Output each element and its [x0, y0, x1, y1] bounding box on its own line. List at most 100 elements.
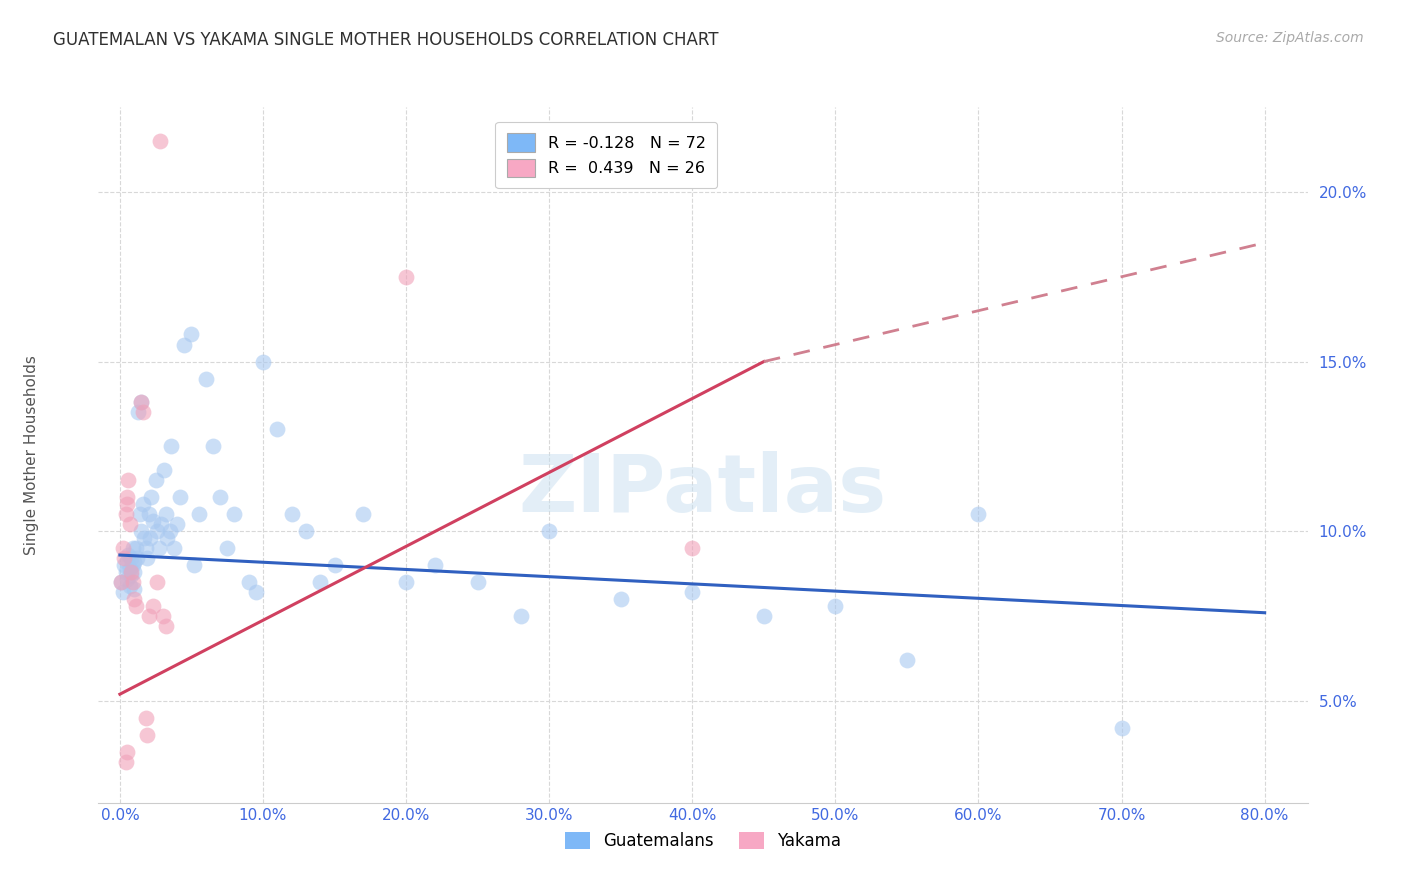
Point: [120, 568, 142, 582]
Point: [131, 395, 153, 409]
Point: [125, 551, 148, 566]
Point: [122, 565, 145, 579]
Point: [117, 548, 139, 562]
Point: [117, 474, 139, 488]
Point: [114, 565, 136, 579]
Point: [395, 269, 418, 284]
Point: [155, 619, 177, 633]
Point: [114, 508, 136, 522]
Point: [115, 491, 138, 505]
Point: [122, 592, 145, 607]
Point: [352, 508, 374, 522]
Point: [112, 558, 135, 573]
Point: [124, 599, 146, 613]
Point: [136, 551, 159, 566]
Point: [1111, 721, 1133, 735]
Point: [124, 541, 146, 556]
Point: [148, 541, 170, 556]
Point: [467, 575, 489, 590]
Point: [245, 585, 267, 599]
Point: [136, 728, 159, 742]
Point: [395, 575, 418, 590]
Text: ZIPatlas: ZIPatlas: [519, 450, 887, 529]
Point: [423, 558, 446, 573]
Point: [166, 517, 188, 532]
Text: GUATEMALAN VS YAKAMA SINGLE MOTHER HOUSEHOLDS CORRELATION CHART: GUATEMALAN VS YAKAMA SINGLE MOTHER HOUSE…: [53, 31, 718, 49]
Point: [224, 508, 246, 522]
Point: [145, 474, 167, 488]
Point: [120, 565, 142, 579]
Point: [131, 395, 153, 409]
Point: [209, 491, 232, 505]
Point: [138, 508, 160, 522]
Point: [160, 439, 183, 453]
Point: [112, 551, 135, 566]
Point: [538, 524, 561, 539]
Point: [266, 422, 288, 436]
Point: [146, 524, 169, 539]
Point: [110, 575, 132, 590]
Point: [134, 531, 156, 545]
Point: [146, 575, 169, 590]
Point: [280, 508, 302, 522]
Point: [509, 609, 531, 624]
Point: [115, 745, 138, 759]
Point: [156, 531, 179, 545]
Point: [118, 578, 141, 592]
Text: Single Mother Households: Single Mother Households: [24, 355, 39, 555]
Point: [217, 541, 239, 556]
Legend: Guatemalans, Yakama: Guatemalans, Yakama: [558, 826, 848, 857]
Point: [115, 572, 138, 586]
Point: [115, 497, 138, 511]
Point: [149, 134, 172, 148]
Point: [173, 337, 195, 351]
Point: [122, 555, 145, 569]
Point: [153, 463, 176, 477]
Point: [141, 491, 163, 505]
Point: [121, 575, 143, 590]
Point: [967, 508, 990, 522]
Point: [295, 524, 318, 539]
Point: [323, 558, 346, 573]
Point: [122, 582, 145, 596]
Point: [681, 585, 703, 599]
Point: [309, 575, 332, 590]
Point: [142, 514, 165, 528]
Point: [155, 508, 177, 522]
Text: Source: ZipAtlas.com: Source: ZipAtlas.com: [1216, 31, 1364, 45]
Point: [118, 517, 141, 532]
Point: [609, 592, 631, 607]
Point: [681, 541, 703, 556]
Point: [138, 609, 160, 624]
Point: [121, 558, 143, 573]
Point: [252, 354, 274, 368]
Point: [183, 558, 205, 573]
Point: [121, 541, 143, 556]
Point: [135, 711, 157, 725]
Point: [142, 599, 165, 613]
Point: [150, 517, 173, 532]
Point: [238, 575, 260, 590]
Point: [114, 755, 136, 769]
Point: [169, 491, 191, 505]
Point: [139, 531, 162, 545]
Point: [132, 405, 155, 419]
Point: [152, 609, 174, 624]
Point: [132, 497, 155, 511]
Point: [131, 524, 153, 539]
Point: [201, 439, 224, 453]
Point: [187, 508, 209, 522]
Point: [118, 561, 141, 575]
Point: [163, 541, 186, 556]
Point: [115, 555, 138, 569]
Point: [896, 653, 918, 667]
Point: [120, 551, 142, 566]
Point: [194, 371, 217, 385]
Point: [752, 609, 775, 624]
Point: [824, 599, 846, 613]
Point: [127, 405, 149, 419]
Point: [110, 575, 132, 590]
Point: [159, 524, 181, 539]
Point: [111, 541, 134, 556]
Point: [135, 541, 157, 556]
